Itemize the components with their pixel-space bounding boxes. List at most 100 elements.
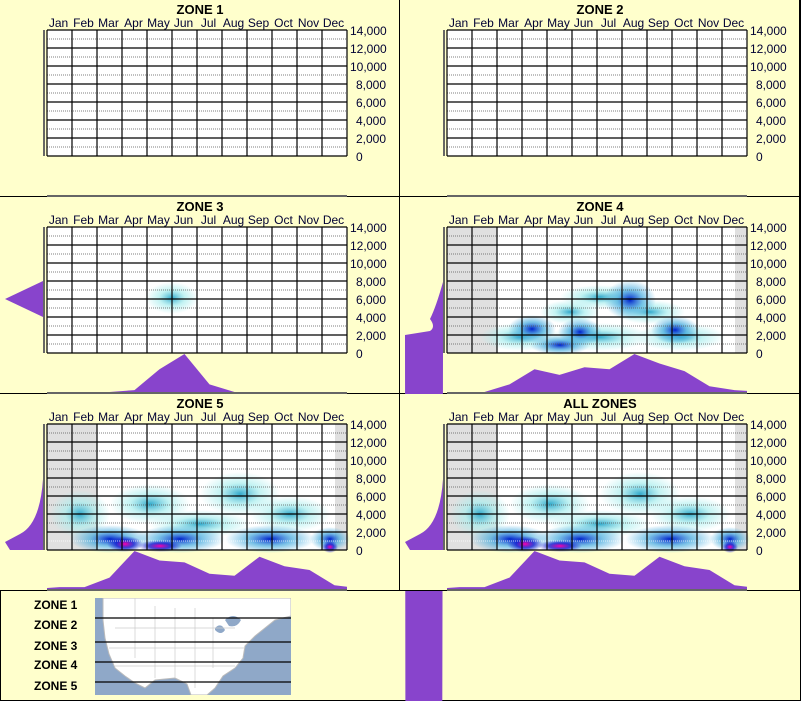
month-label: Jan bbox=[448, 213, 469, 227]
month-label: Oct bbox=[274, 16, 293, 30]
y-tick-label: 14,000 bbox=[350, 24, 387, 38]
legend-zone-3: ZONE 3 bbox=[34, 639, 78, 653]
chart-panel-zone2: ZONE 2 Jan Feb Mar Apr May Jun Jul Aug Sep Oct Nov D… bbox=[400, 0, 800, 197]
y-tick-label: 8,000 bbox=[756, 78, 787, 92]
heatmap-plot bbox=[405, 423, 750, 589]
elevation-axis: 14,000 12,000 10,000 8,000 6,000 4,000 2,000 0 bbox=[350, 416, 400, 558]
y-tick-label: 2,000 bbox=[356, 329, 387, 343]
month-label: Nov bbox=[697, 410, 720, 424]
month-label: Aug bbox=[222, 213, 245, 227]
heatmap-plot bbox=[405, 226, 748, 701]
month-label: Jul bbox=[600, 16, 617, 30]
month-density-curve bbox=[47, 551, 347, 589]
month-label: May bbox=[547, 213, 570, 227]
month-label: Mar bbox=[498, 410, 519, 424]
y-tick-label: 14,000 bbox=[350, 418, 387, 432]
left-axis-bar bbox=[43, 424, 45, 550]
y-tick-label: 2,000 bbox=[356, 132, 387, 146]
legend-zone-5: ZONE 5 bbox=[34, 679, 78, 693]
y-tick-label: 2,000 bbox=[356, 526, 387, 540]
bottom-axis-bar bbox=[47, 589, 347, 591]
month-density-curve bbox=[47, 354, 347, 392]
chart-panel-zone3: ZONE 3 Jan Feb Mar Apr May Jun Jul Aug Sep Oct Nov D… bbox=[0, 197, 400, 394]
y-tick-label: 4,000 bbox=[356, 311, 387, 325]
panel-title: ALL ZONES bbox=[563, 396, 637, 411]
y-tick-label: 4,000 bbox=[756, 508, 787, 522]
month-label: Feb bbox=[73, 410, 94, 424]
y-tick-label: 0 bbox=[756, 347, 763, 361]
left-axis-bar bbox=[43, 30, 45, 156]
panel-title: ZONE 1 bbox=[176, 2, 224, 17]
chart-panel-all: ALL ZONES Jan Feb Mar Apr May Jun Jul Aug Sep Oct N… bbox=[400, 394, 800, 591]
bottom-axis-bar bbox=[447, 392, 747, 394]
bottom-axis-bar bbox=[47, 195, 347, 197]
month-label: Feb bbox=[473, 410, 494, 424]
y-tick-label: 8,000 bbox=[356, 275, 387, 289]
y-tick-label: 6,000 bbox=[756, 293, 787, 307]
elevation-axis: 14,000 12,000 10,000 8,000 6,000 4,000 2,000 0 bbox=[750, 22, 800, 164]
left-axis-bar bbox=[443, 30, 445, 156]
month-label: Aug bbox=[622, 410, 645, 424]
y-tick-label: 14,000 bbox=[350, 221, 387, 235]
y-tick-label: 2,000 bbox=[756, 132, 787, 146]
month-label: Aug bbox=[622, 213, 645, 227]
month-axis: Jan Feb Mar Apr May Jun Jul Aug Sep Oct Nov Dec bbox=[47, 16, 347, 30]
month-label: Nov bbox=[297, 16, 320, 30]
month-label: Mar bbox=[98, 213, 119, 227]
heatmap-plot bbox=[5, 226, 348, 392]
elevation-density-curve bbox=[5, 281, 43, 317]
y-tick-label: 4,000 bbox=[756, 311, 787, 325]
month-label: Mar bbox=[98, 16, 119, 30]
month-label: Sep bbox=[247, 410, 270, 424]
left-axis-bar bbox=[443, 424, 445, 550]
panel-title: ZONE 3 bbox=[176, 199, 224, 214]
y-tick-label: 2,000 bbox=[756, 526, 787, 540]
month-label: May bbox=[147, 213, 170, 227]
month-label: Feb bbox=[73, 16, 94, 30]
elevation-axis: 14,000 12,000 10,000 8,000 6,000 4,000 2,000 0 bbox=[750, 416, 800, 558]
y-tick-label: 8,000 bbox=[756, 472, 787, 486]
usa-zone-map bbox=[95, 598, 291, 695]
month-label: Jun bbox=[573, 410, 594, 424]
month-label: Sep bbox=[247, 213, 270, 227]
bottom-axis-bar bbox=[47, 392, 347, 394]
month-label: Oct bbox=[674, 16, 693, 30]
y-tick-label: 14,000 bbox=[750, 221, 787, 235]
y-tick-label: 12,000 bbox=[750, 239, 787, 253]
month-label: Jul bbox=[600, 213, 617, 227]
y-tick-label: 6,000 bbox=[756, 96, 787, 110]
elevation-density-curve bbox=[5, 479, 43, 550]
month-label: Jan bbox=[448, 16, 469, 30]
chart-panel-zone5: ZONE 5 Jan Feb Mar Apr May Jun Jul Aug Sep Oct Nov D… bbox=[0, 394, 400, 591]
month-label: Apr bbox=[524, 213, 543, 227]
y-tick-label: 10,000 bbox=[750, 454, 787, 468]
y-tick-label: 0 bbox=[356, 347, 363, 361]
month-label: Jun bbox=[173, 410, 194, 424]
month-label: Apr bbox=[524, 410, 543, 424]
y-tick-label: 12,000 bbox=[750, 436, 787, 450]
y-tick-label: 10,000 bbox=[350, 60, 387, 74]
month-label: May bbox=[547, 16, 570, 30]
month-label: Oct bbox=[274, 410, 293, 424]
month-label: May bbox=[147, 16, 170, 30]
month-label: Sep bbox=[647, 213, 670, 227]
chart-panel-zone1: ZONE 1 Jan Feb Mar Apr May Jun Jul Aug Sep Oct Nov D… bbox=[0, 0, 400, 197]
y-tick-label: 10,000 bbox=[350, 454, 387, 468]
month-axis: Jan Feb Mar Apr May Jun Jul Aug Sep Oct Nov Dec bbox=[47, 213, 347, 227]
month-density-curve bbox=[447, 354, 747, 392]
y-tick-label: 8,000 bbox=[756, 275, 787, 289]
y-tick-label: 2,000 bbox=[756, 329, 787, 343]
legend-zone-1: ZONE 1 bbox=[34, 598, 78, 612]
month-label: Feb bbox=[473, 16, 494, 30]
y-tick-label: 14,000 bbox=[750, 418, 787, 432]
month-label: Jun bbox=[173, 213, 194, 227]
month-label: Jun bbox=[173, 16, 194, 30]
y-tick-label: 0 bbox=[756, 150, 763, 164]
month-label: Feb bbox=[73, 213, 94, 227]
month-label: Oct bbox=[274, 213, 293, 227]
panel-title: ZONE 5 bbox=[176, 396, 224, 411]
month-axis: Jan Feb Mar Apr May Jun Jul Aug Sep Oct Nov Dec bbox=[447, 213, 747, 227]
month-label: Dec bbox=[322, 410, 345, 424]
month-label: Nov bbox=[297, 213, 320, 227]
y-tick-label: 10,000 bbox=[750, 60, 787, 74]
